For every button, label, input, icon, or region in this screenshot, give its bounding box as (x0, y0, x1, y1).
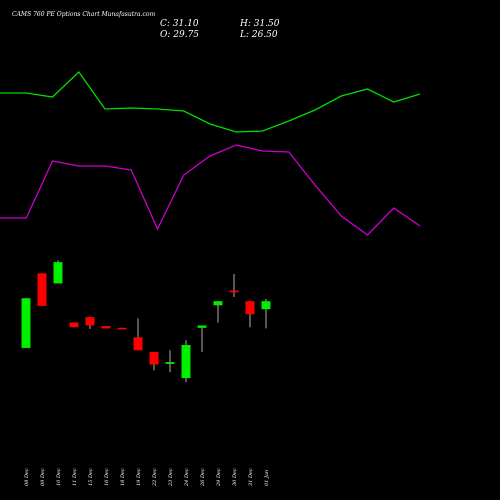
candle-body (245, 301, 255, 315)
low-label: L: 26.50 (239, 30, 278, 40)
date-label: 29 Dec (216, 468, 222, 487)
candle-body (181, 344, 191, 379)
candle-body (261, 301, 271, 310)
candle-body (37, 273, 47, 306)
date-label: 01 Jan (264, 470, 270, 486)
candle-body (117, 327, 127, 330)
indicator-line (0, 144, 421, 236)
open-label: O: 29.75 (160, 30, 199, 40)
date-label: 31 Dec (248, 468, 254, 486)
candle-body (21, 298, 31, 348)
candle-body (165, 362, 175, 364)
date-label: 10 Dec (56, 468, 62, 486)
candle-body (69, 322, 79, 328)
date-label: 26 Dec (200, 468, 206, 487)
candle-body (229, 290, 239, 293)
date-label: 23 Dec (168, 468, 174, 487)
date-label: 24 Dec (184, 468, 190, 487)
date-label: 22 Dec (152, 468, 158, 487)
high-label: H: 31.50 (239, 19, 280, 29)
date-label: 18 Dec (120, 468, 126, 486)
candle-body (101, 326, 111, 329)
date-label: 19 Dec (136, 468, 142, 486)
chart-title: CAMS 760 PE Options Chart Munafasutra.co… (12, 11, 155, 18)
date-label: 30 Dec (232, 468, 238, 486)
date-label: 15 Dec (88, 468, 94, 486)
candle-body (53, 262, 63, 284)
date-label: 11 Dec (72, 468, 78, 486)
date-label: 08 Dec (24, 468, 30, 486)
date-label: 16 Dec (104, 468, 110, 486)
candle-body (197, 325, 207, 328)
candle-body (85, 317, 95, 326)
candle-body (133, 337, 143, 351)
date-label: 09 Dec (40, 468, 46, 486)
candle-body (149, 352, 159, 365)
indicator-line (0, 71, 421, 133)
candle-body (213, 301, 223, 306)
close-label: C: 31.10 (160, 19, 199, 29)
